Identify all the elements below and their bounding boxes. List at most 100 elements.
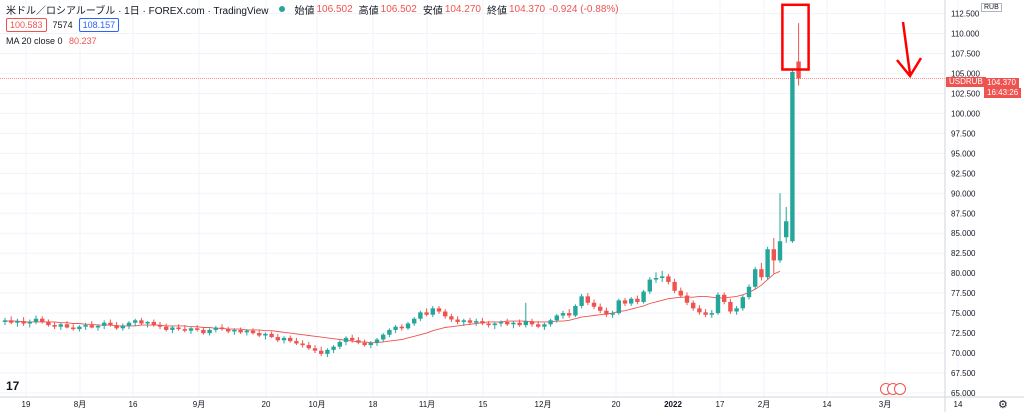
candle-body [269, 333, 274, 338]
candle-body [157, 325, 163, 327]
candle-body [641, 291, 646, 302]
candle-body [381, 334, 386, 340]
candle-body [232, 329, 237, 332]
candle-body [430, 308, 435, 315]
ma-legend[interactable]: MA 20 close 0 80.237 [6, 36, 97, 46]
candle-body [573, 305, 578, 316]
candle-body [784, 221, 789, 238]
candle-body [294, 341, 299, 344]
candle-body [145, 321, 150, 324]
x-tick-label: 3月 [879, 400, 891, 409]
candle-body [331, 346, 336, 350]
candle-body [83, 325, 88, 327]
candle-body [362, 342, 367, 346]
candle-body [548, 320, 553, 325]
candle-body [412, 318, 417, 324]
candle-body [288, 337, 293, 342]
candle-body [2, 320, 8, 322]
candle-layer [2, 23, 801, 358]
candle-body [771, 249, 776, 261]
candle-body [536, 324, 541, 327]
tradingview-logo: 17 [6, 379, 20, 393]
candle-body [486, 323, 491, 326]
candle-body [691, 302, 696, 309]
x-tick-label: 9月 [193, 400, 205, 409]
candle-body [616, 300, 621, 314]
candle-body [40, 318, 45, 322]
candle-body [480, 321, 485, 324]
x-tick-label: 14 [823, 400, 832, 409]
y-tick-label: 70.000 [951, 349, 976, 358]
candle-body [474, 321, 479, 323]
settings-gear-icon[interactable]: ⚙ [998, 399, 1008, 411]
high-label: 高値 [358, 5, 379, 17]
x-tick-label: 14 [954, 400, 963, 409]
y-tick-label: 75.000 [951, 309, 976, 318]
candle-body [114, 325, 119, 329]
flag-icon[interactable] [894, 383, 906, 395]
x-tick-label: 19 [22, 400, 31, 409]
candle-body [436, 308, 442, 312]
candle-body [554, 315, 559, 321]
buy-price-button[interactable]: 108.157 [78, 18, 120, 32]
candle-body [579, 296, 584, 306]
candle-body [350, 337, 355, 341]
y-tick-label: 82.500 [951, 249, 976, 258]
candle-body [703, 312, 708, 315]
candle-body [257, 333, 262, 336]
spread-value: 7574 [52, 20, 73, 30]
candle-body [393, 326, 398, 330]
candle-body [151, 321, 156, 326]
candle-body [139, 320, 144, 324]
y-tick-label: 85.000 [951, 229, 976, 238]
candle-body [325, 349, 330, 354]
candle-body [52, 325, 57, 327]
candle-body [560, 313, 566, 316]
candle-body [604, 310, 609, 315]
candle-body [660, 276, 665, 278]
candle-body [498, 321, 504, 324]
last-price-tag: 104.370 [984, 78, 1019, 88]
close-value: 104.370 [508, 3, 546, 15]
candle-body [46, 321, 51, 326]
x-tick-label: 17 [716, 400, 725, 409]
candle-body [182, 329, 187, 331]
x-tick-label: 16 [129, 400, 138, 409]
x-tick-label: 10月 [309, 400, 326, 409]
candle-body [542, 324, 547, 327]
x-tick-label: 15 [479, 400, 488, 409]
candle-body [722, 294, 727, 302]
candle-body [213, 327, 218, 330]
event-flags[interactable] [880, 383, 910, 395]
candle-body [697, 308, 702, 313]
candle-body [715, 294, 721, 314]
x-tick-label: 20 [612, 400, 621, 409]
candle-body [219, 327, 225, 330]
candle-body [777, 241, 783, 261]
low-label: 安値 [422, 5, 443, 17]
symbol-title[interactable]: 米ドル／ロシアルーブル · 1日 · FOREX.com · TradingVi… [6, 5, 269, 17]
candle-body [337, 341, 342, 347]
candle-body [226, 329, 231, 332]
ma-value: 80.237 [69, 36, 97, 46]
sell-price-button[interactable]: 100.583 [6, 18, 47, 32]
candle-body [461, 320, 466, 322]
candle-body [195, 328, 200, 330]
candle-body [120, 325, 125, 329]
candle-body [567, 313, 572, 316]
candle-body [387, 329, 392, 335]
candle-body [343, 337, 349, 342]
candle-body [728, 301, 733, 312]
ma-line [5, 270, 781, 344]
candle-body [77, 326, 82, 330]
candle-body [126, 322, 132, 326]
candle-body [356, 340, 361, 343]
y-tick-label: 95.000 [951, 149, 976, 158]
x-tick-label: 2月 [758, 400, 770, 409]
ma-label: MA 20 close 0 [6, 36, 63, 46]
currency-label[interactable]: RUB [981, 3, 1002, 12]
candle-body [306, 345, 311, 349]
candle-body [709, 313, 714, 315]
change-value: -0.924 (-0.88%) [549, 3, 619, 15]
